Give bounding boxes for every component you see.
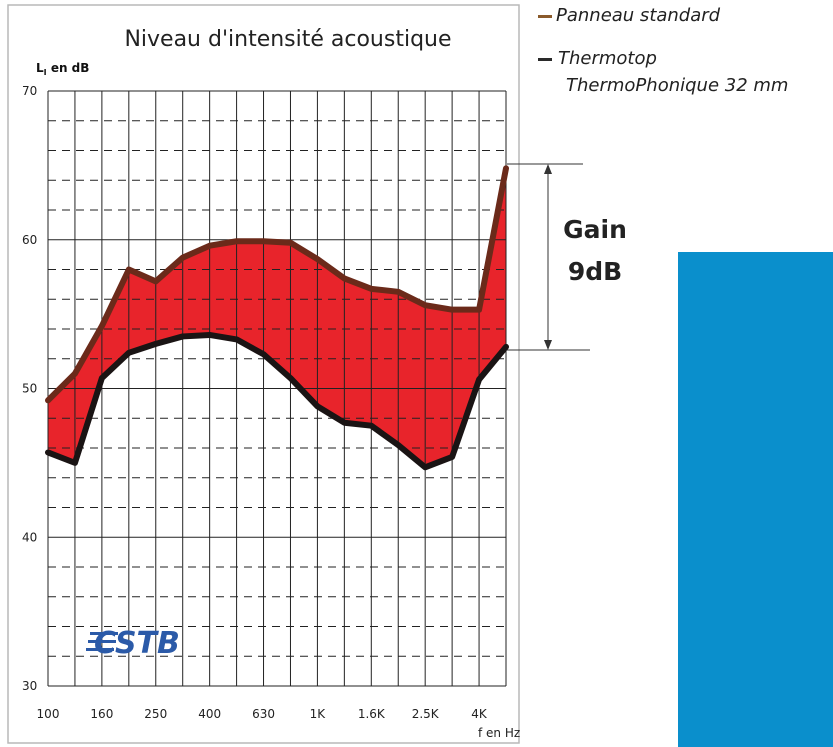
logo-stripe [86, 648, 114, 651]
legend-swatch-panneau [538, 15, 552, 18]
y-tick-label: 40 [22, 530, 37, 544]
blue-panel [678, 252, 833, 747]
series-lines [45, 165, 509, 471]
y-axis-label: LI en dB [36, 61, 89, 77]
gain-area [48, 168, 506, 468]
series-line-thermotop [45, 331, 509, 471]
x-tick-label: 1K [310, 707, 327, 721]
y-tick-label: 30 [22, 679, 37, 693]
x-tick-labels: 100 160 250 400 630 1K 1.6K 2.5K 4K [37, 707, 488, 721]
y-tick-label: 50 [22, 382, 37, 396]
x-tick-label: 160 [90, 707, 113, 721]
x-tick-label: 250 [144, 707, 167, 721]
gain-annotation: Gain 9dB [507, 163, 627, 351]
legend-item-thermotop: Thermotop [558, 48, 657, 69]
x-tick-label: 630 [252, 707, 275, 721]
cstb-logo: CSTB [86, 626, 180, 661]
x-tick-label: 4K [471, 707, 488, 721]
logo-stripe [90, 632, 118, 635]
gain-arrow-up [544, 164, 552, 174]
series-line-panneau-standard [45, 165, 509, 404]
legend-item-panneau: Panneau standard [556, 5, 721, 26]
gain-value: 9dB [568, 257, 622, 286]
legend-swatch-thermotop [538, 58, 552, 61]
x-tick-label: 400 [198, 707, 221, 721]
y-tick-labels: 70 60 50 40 30 [22, 84, 37, 693]
legend: Panneau standard Thermotop ThermoPhoniqu… [538, 5, 788, 96]
y-tick-label: 60 [22, 233, 37, 247]
gain-arrow-down [544, 340, 552, 350]
x-tick-label: 2.5K [412, 707, 440, 721]
x-axis-label: f en Hz [478, 726, 520, 740]
y-tick-label: 70 [22, 84, 37, 98]
grid [47, 90, 507, 687]
x-tick-label: 100 [37, 707, 60, 721]
legend-item-thermotop-line2: ThermoPhonique 32 mm [566, 75, 788, 96]
gain-label: Gain [563, 215, 627, 244]
logo-stripe [88, 640, 116, 643]
x-tick-label: 1.6K [358, 707, 386, 721]
logo-text: CSTB [94, 626, 180, 661]
chart-title: Niveau d'intensité acoustique [124, 27, 451, 52]
gain-fill [48, 168, 506, 468]
